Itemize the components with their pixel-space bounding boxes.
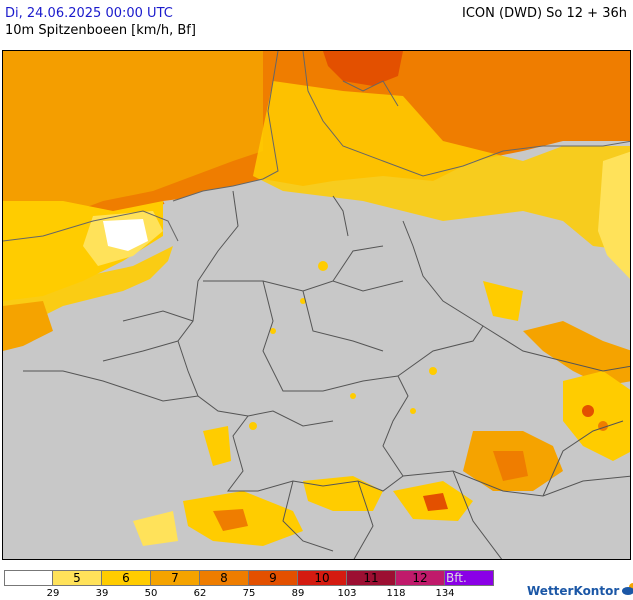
- legend-class-7: 11: [347, 570, 396, 586]
- legend-class-6: 10: [298, 570, 347, 586]
- alpine-gust-patches: [133, 426, 473, 546]
- sun-cloud-icon: [622, 582, 633, 599]
- model-run: ICON (DWD) So 12 + 36h: [462, 6, 627, 21]
- legend-tick-4: 75: [242, 588, 256, 599]
- legend-tick-0: 29: [46, 588, 60, 599]
- west-band: [3, 241, 183, 351]
- legend-tick-1: 39: [95, 588, 109, 599]
- legend-tick-7: 118: [386, 588, 406, 599]
- parameter-title: 10m Spitzenboeen [km/h, Bf]: [5, 23, 196, 38]
- legend-class-8: 12: [396, 570, 445, 586]
- brand-name: WetterKontor: [527, 583, 620, 598]
- coastline: [3, 51, 630, 242]
- borders: [23, 190, 630, 559]
- map-svg: [3, 51, 630, 559]
- west-orange: [3, 301, 53, 351]
- legend-tick-6: 103: [337, 588, 357, 599]
- coast-lighter: [598, 151, 630, 280]
- legend-class-3: 7: [151, 570, 200, 586]
- sea-gust-light: [3, 51, 263, 221]
- gust-map: [2, 50, 631, 560]
- legend-class-5: 9: [249, 570, 298, 586]
- legend-class-1: 5: [53, 570, 102, 586]
- valid-time: Di, 24.06.2025 00:00 UTC: [5, 6, 173, 21]
- east-gust-patches: [463, 281, 630, 491]
- baltic-strong: [323, 51, 403, 86]
- legend-tick-2: 50: [144, 588, 158, 599]
- legend-class-4: 8: [200, 570, 249, 586]
- legend-tick-8: 134: [435, 588, 455, 599]
- inland-speckles: [249, 261, 437, 430]
- header-left: Di, 24.06.2025 00:00 UTC 10m Spitzenboee…: [5, 5, 196, 39]
- legend-tick-5: 89: [291, 588, 305, 599]
- legend-tick-3: 62: [193, 588, 207, 599]
- legend-class-0: [4, 570, 53, 586]
- legend-class-9: Bft.: [445, 570, 494, 586]
- legend-bar: 5 6 7 8 9 10 11 12 Bft.: [4, 570, 494, 586]
- brand-logo: WetterKontor: [527, 582, 633, 599]
- legend-ticks: 29 39 50 62 75 89 103 118 134: [4, 588, 504, 600]
- legend-class-2: 6: [102, 570, 151, 586]
- coast-yellow: [253, 81, 630, 251]
- calm-white: [103, 219, 148, 251]
